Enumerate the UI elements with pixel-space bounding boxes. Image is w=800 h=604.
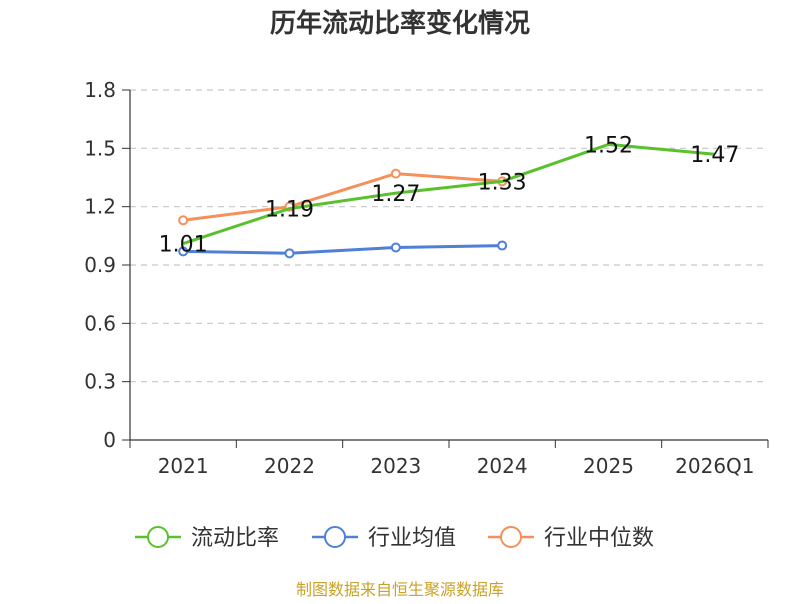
y-tick-label: 0.9: [84, 253, 116, 277]
source-note: 制图数据来自恒生聚源数据库: [296, 580, 504, 599]
legend-item-2[interactable]: 行业中位数: [488, 526, 654, 551]
series-line-2: [183, 172, 503, 222]
legend-item-1[interactable]: 行业均值: [312, 526, 456, 551]
y-tick-label: 0.3: [84, 370, 116, 394]
legend-marker: [500, 526, 522, 548]
legend-label: 行业均值: [368, 526, 456, 551]
data-point[interactable]: [497, 240, 508, 251]
x-tick-label: 2025: [583, 454, 634, 478]
legend-marker: [324, 526, 346, 548]
series-lines: [178, 142, 715, 259]
data-label: 1.47: [690, 143, 739, 168]
data-point[interactable]: [284, 248, 295, 259]
y-tick-label: 1.2: [84, 195, 116, 219]
data-point[interactable]: [390, 168, 401, 179]
y-tick-label: 0.6: [84, 311, 116, 335]
data-point[interactable]: [390, 242, 401, 253]
data-label: 1.01: [159, 233, 208, 258]
data-label: 1.52: [584, 133, 633, 158]
series-line-0: [182, 142, 715, 246]
y-tick-label: 1.8: [84, 78, 116, 102]
data-point[interactable]: [178, 246, 189, 257]
chart-title: 历年流动比率变化情况: [270, 8, 530, 39]
legend-marker: [147, 526, 169, 548]
y-tick-label: 0: [103, 428, 116, 452]
x-tick-label: 2021: [158, 454, 209, 478]
axes: 0 0.3 0.6 0.9 1.2 1.5 1.8 2021 2022 2023 2024 2025 2…: [84, 78, 769, 478]
data-labels: 1.01 1.19 1.27 1.33 1.52 1.47: [159, 133, 740, 257]
data-label: 1.27: [371, 182, 420, 207]
x-tick-label: 2024: [477, 454, 528, 478]
data-point[interactable]: [178, 215, 189, 226]
data-label: 1.19: [265, 198, 314, 223]
data-label: 1.33: [478, 170, 527, 195]
series-line-1: [183, 244, 503, 255]
x-tick-label: 2023: [370, 454, 421, 478]
legend-item-0[interactable]: 流动比率: [135, 526, 279, 551]
x-tick-label: 2026Q1: [675, 454, 754, 478]
grid-lines: [130, 89, 768, 383]
legend-label: 行业中位数: [544, 526, 654, 551]
y-tick-label: 1.5: [84, 136, 116, 160]
x-tick-label: 2022: [264, 454, 315, 478]
legend[interactable]: 流动比率 行业均值 行业中位数: [135, 526, 654, 551]
legend-label: 流动比率: [191, 526, 279, 551]
